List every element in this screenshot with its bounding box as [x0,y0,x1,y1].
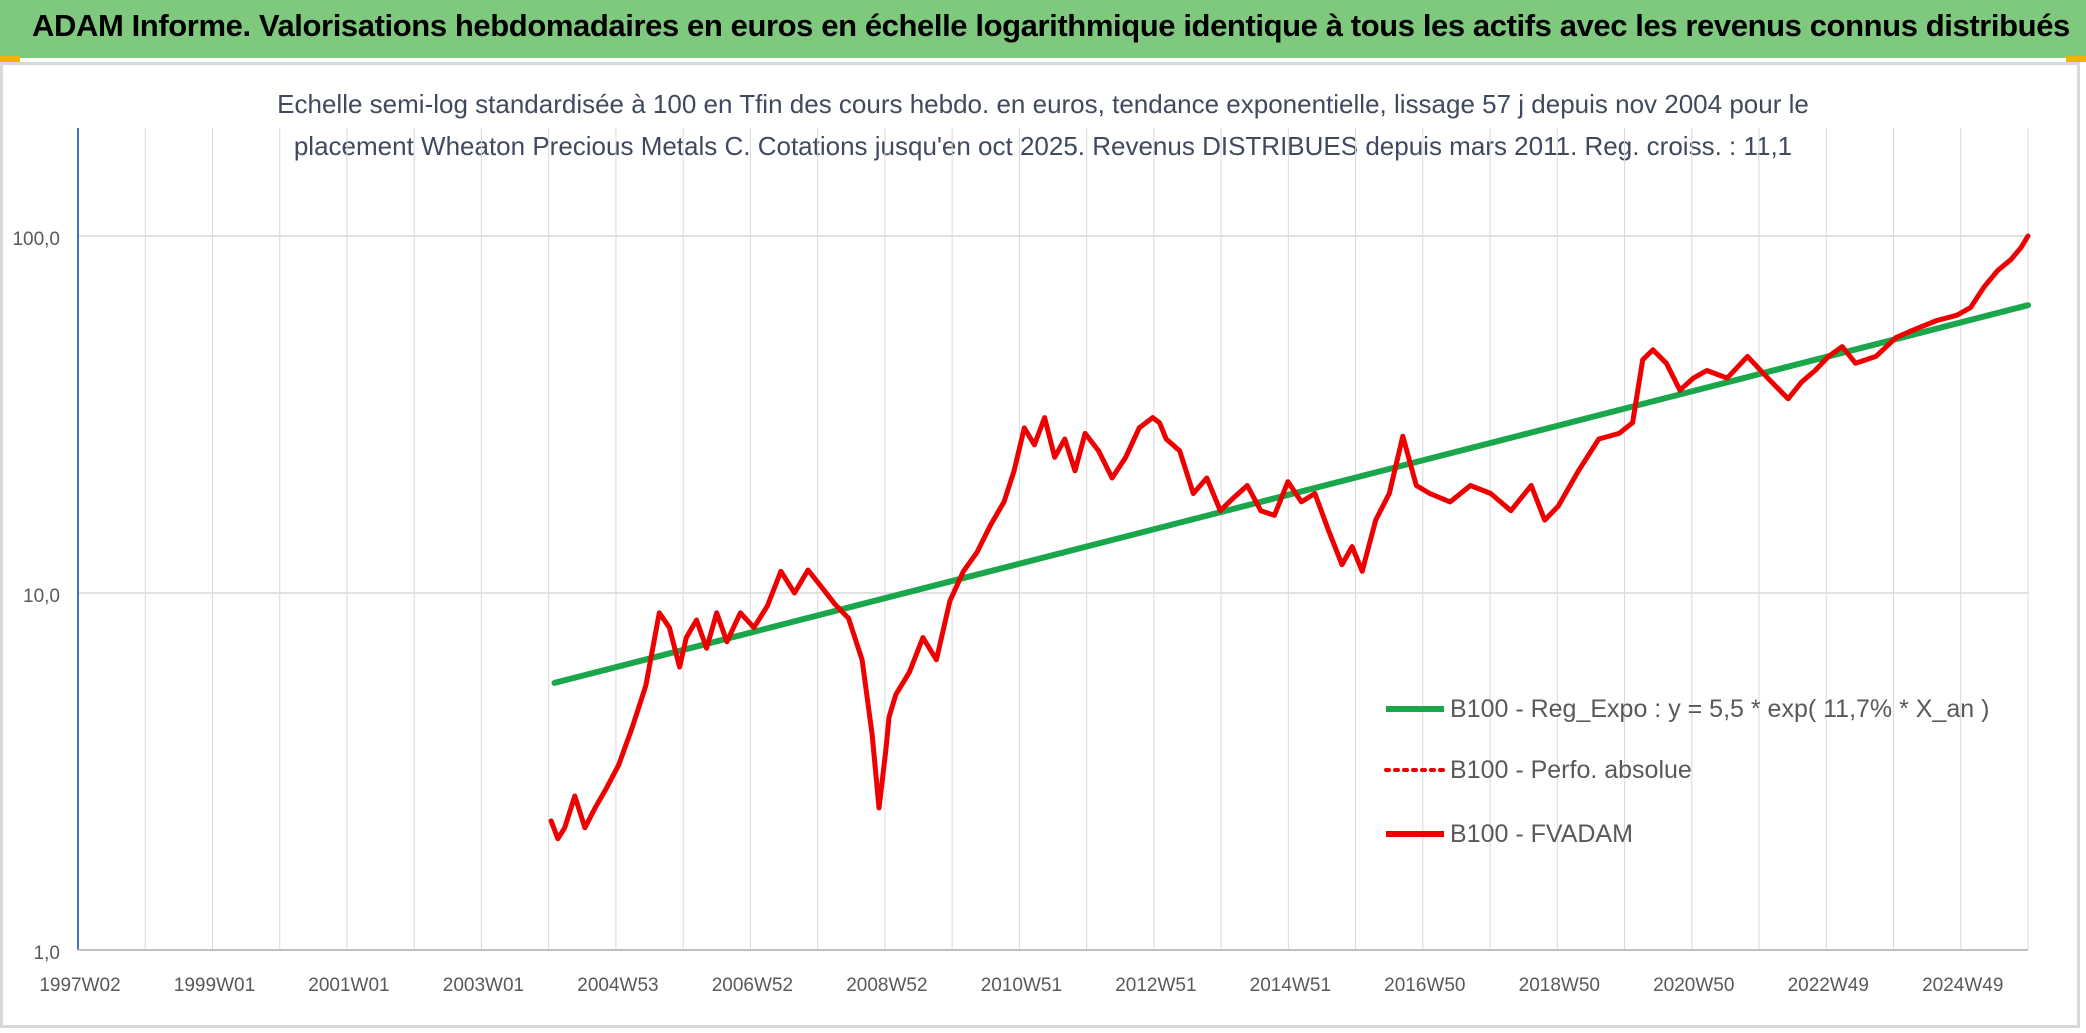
y-tick-label: 10,0 [23,586,60,607]
x-tick-label: 2012W51 [1115,975,1196,996]
x-tick-label: 1997W02 [39,975,120,996]
accent-corner-right [2066,56,2086,62]
chart-title-line-2: placement Wheaton Precious Metals C. Cot… [293,131,1793,161]
x-tick-label: 2024W49 [1922,975,2003,996]
legend-label: B100 - FVADAM [1450,820,1633,848]
header-bar: ADAM Informe. Valorisations hebdomadaire… [0,0,2086,58]
x-tick-label: 2010W51 [981,975,1062,996]
accent-corner-left [0,56,20,62]
fvadam-line [548,233,2031,842]
page-title: ADAM Informe. Valorisations hebdomadaire… [32,8,2070,43]
x-tick-label: 2022W49 [1788,975,1869,996]
y-tick-label: 1,0 [34,943,60,964]
x-tick-label: 2004W53 [577,975,658,996]
x-tick-label: 2003W01 [443,975,524,996]
x-tick-label: 2008W52 [846,975,927,996]
x-tick-label: 2014W51 [1250,975,1331,996]
x-tick-label: 1999W01 [174,975,255,996]
x-tick-label: 2016W50 [1384,975,1465,996]
legend-label: B100 - Reg_Expo : y = 5,5 * exp( 11,7% *… [1450,695,1989,723]
chart-title-line-1: Echelle semi-log standardisée à 100 en T… [277,89,1809,119]
x-tick-label: 2006W52 [712,975,793,996]
y-tick-label: 100,0 [12,229,60,250]
regression-line [551,302,2031,686]
legend-label: B100 - Perfo. absolue [1450,756,1692,784]
x-tick-label: 2001W01 [308,975,389,996]
x-tick-label: 2018W50 [1519,975,1600,996]
chart-frame [0,62,2080,1028]
x-tick-label: 2020W50 [1653,975,1734,996]
